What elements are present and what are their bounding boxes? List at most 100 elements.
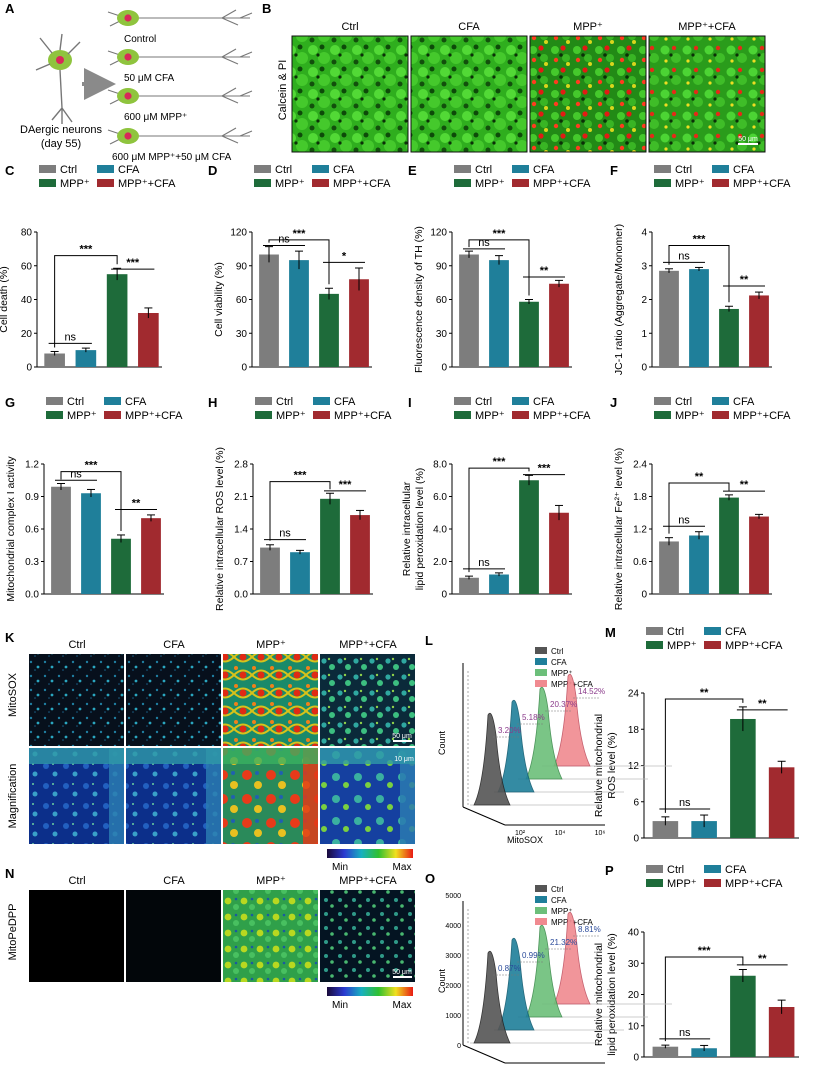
significance-label: ns <box>678 514 690 526</box>
significance-label: * <box>342 250 347 262</box>
legend-swatch-ctrl <box>654 397 671 405</box>
significance-bracket <box>54 255 118 348</box>
y-tick-label: 0.9 <box>25 492 39 503</box>
bar-cfa <box>75 350 97 367</box>
chart-h: H Ctrl CFA MPP⁺ MPP⁺+CFA 0.0 0.7 1.4 2.1 2.8 Relat… <box>208 395 392 611</box>
legend-label-mpp: MPP⁺ <box>67 410 97 422</box>
significance-label: ** <box>740 479 749 491</box>
legend-swatch-mppcfa <box>704 879 721 887</box>
magnification-top-strip <box>29 748 124 764</box>
mitopedpp-label: MitoPeDPP <box>7 904 19 961</box>
hist-percent-label: 0.99% <box>522 951 545 960</box>
legend-label-mpp: MPP⁺ <box>667 878 697 890</box>
bar-mppcfa <box>749 295 769 367</box>
y-axis-label: Relative intracellular ROS level (%) <box>214 447 226 611</box>
y-axis-label-line1: Relative intracellular <box>401 481 413 576</box>
colorbar-max: Max <box>393 1000 412 1011</box>
y-tick-label: 40 <box>21 295 33 306</box>
legend-swatch-mppcfa <box>313 411 330 419</box>
y-tick-label: 60 <box>236 295 248 306</box>
significance-label: *** <box>493 228 507 240</box>
legend-label-mppcfa: MPP⁺+CFA <box>533 178 591 190</box>
hist-y-tick: 3000 <box>445 953 461 960</box>
legend-swatch-mpp <box>654 411 671 419</box>
mitopedpp-col-label-2: MPP⁺ <box>256 875 286 887</box>
y-tick-label: 120 <box>430 228 447 239</box>
legend-label-cfa: CFA <box>533 396 555 408</box>
panel-letter: L <box>425 633 433 648</box>
calcein-col-label-3: MPP⁺+CFA <box>678 21 736 33</box>
mitopedpp-image-1 <box>126 890 221 982</box>
calcein-images: Ctrl CFA MPP⁺ MPP⁺+CFA 50 μm <box>291 21 766 153</box>
significance-label: ** <box>700 687 709 699</box>
legend-swatch-cfa <box>704 865 721 873</box>
legend-label-cfa: CFA <box>533 164 555 176</box>
panel-letter-k: K <box>5 630 15 645</box>
y-tick-label: 0 <box>441 363 447 374</box>
y-tick-label: 0.6 <box>25 525 39 536</box>
neuron-nucleus <box>124 53 132 61</box>
significance-label: ** <box>758 698 767 710</box>
bar-mppcfa <box>749 516 769 594</box>
hist-y-tick: 4000 <box>445 923 461 930</box>
calcein-col-label-0: Ctrl <box>341 21 358 33</box>
magnification-side-strip <box>303 748 318 844</box>
legend-swatch-mpp <box>454 411 471 419</box>
y-tick-label: 2.8 <box>234 460 248 471</box>
significance-bracket <box>664 698 744 813</box>
mitosox-col-label-0: Ctrl <box>68 639 85 651</box>
y-tick-label: 60 <box>21 261 33 272</box>
bar-ctrl <box>659 270 679 367</box>
legend-label-mpp: MPP⁺ <box>667 640 697 652</box>
legend-label-mpp: MPP⁺ <box>675 178 705 190</box>
bar-mppcfa <box>768 767 795 838</box>
legend-label-mppcfa: MPP⁺+CFA <box>725 878 783 890</box>
y-tick-label: 20 <box>21 329 33 340</box>
hist-y-tick: 5000 <box>445 893 461 900</box>
significance-label: *** <box>294 470 308 482</box>
y-tick-label: 2.1 <box>234 492 248 503</box>
panel-letter-b: B <box>262 1 271 16</box>
hist-x-tick: 10⁶ <box>595 830 606 837</box>
hist-peak <box>553 911 591 1005</box>
mitosox-col-label-2: MPP⁺ <box>256 639 286 651</box>
legend-label-ctrl: Ctrl <box>276 396 293 408</box>
bar-mpp <box>519 480 539 594</box>
legend-swatch-cfa <box>712 397 729 405</box>
mitopedpp-col-label-1: CFA <box>163 875 185 887</box>
significance-bracket <box>60 471 122 531</box>
chart-c: C Ctrl CFA MPP⁺ MPP⁺+CFA 0 20 40 60 80 Cell death … <box>0 163 176 374</box>
bar-mpp <box>106 274 128 367</box>
treatment-neurons: Control 50 μM CFA 600 μM MPP⁺ 600 μM MPP⁺+5… <box>107 9 253 163</box>
hist-depth-axis <box>462 1044 506 1064</box>
y-tick-label: 80 <box>21 228 33 239</box>
neuron-branches <box>107 48 253 66</box>
bar-mpp <box>719 497 739 594</box>
significance-label: *** <box>339 479 353 491</box>
significance-label: *** <box>126 257 140 269</box>
panel-letter-e: E <box>408 163 417 178</box>
hist-legend-label: MPP⁺ <box>551 907 573 916</box>
y-tick-label: 12 <box>628 761 640 772</box>
hist-peak <box>497 937 535 1031</box>
legend-label-cfa: CFA <box>725 626 747 638</box>
mitopedpp-image-3 <box>320 890 415 982</box>
hist-peak <box>525 924 563 1018</box>
legend-swatch-ctrl <box>654 165 671 173</box>
hist-legend-swatch <box>535 896 547 903</box>
hist-legend-swatch <box>535 669 547 676</box>
y-tick-label: 120 <box>230 228 247 239</box>
bar-cfa <box>81 493 101 594</box>
hist-legend-swatch <box>535 918 547 925</box>
bar-ctrl <box>259 254 279 367</box>
bar-mpp <box>730 718 756 838</box>
legend-swatch-mpp <box>646 879 663 887</box>
panel-letter-g: G <box>5 395 15 410</box>
neuron-nucleus <box>124 92 132 100</box>
y-tick-label: 0 <box>641 363 647 374</box>
y-tick-label: 40 <box>628 928 640 939</box>
y-tick-label: 6.0 <box>433 492 447 503</box>
neuron-nucleus <box>124 132 132 140</box>
y-axis-label-line1: Relative mitochondrial <box>593 943 605 1046</box>
y-axis-label: Relative intracellular Fe²⁺ level (%) <box>613 448 625 611</box>
